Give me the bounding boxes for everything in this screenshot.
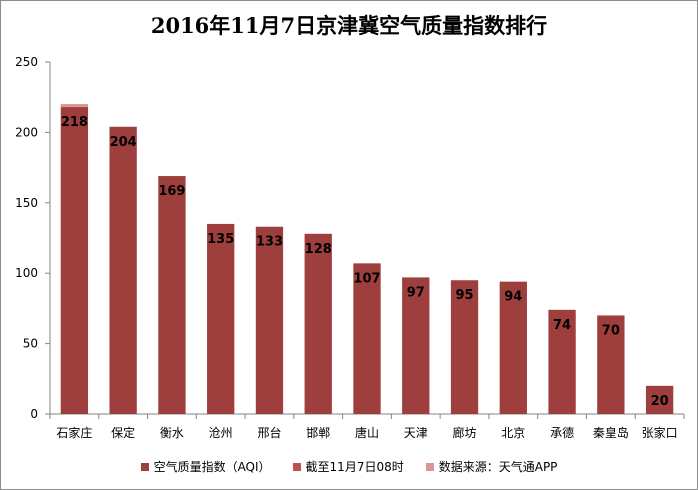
labels: 218 石家庄 204 保定 169 衡水 135 沧州 133 邢台 128 邯郸 107 唐山 97 天津… bbox=[56, 115, 677, 440]
category-label: 石家庄 bbox=[56, 425, 92, 440]
legend-item: 空气质量指数（AQI） bbox=[140, 458, 271, 475]
bar bbox=[304, 233, 332, 414]
category-label: 沧州 bbox=[209, 425, 233, 440]
legend-swatch bbox=[425, 462, 434, 471]
y-tick-label: 150 bbox=[15, 196, 38, 210]
data-label: 218 bbox=[61, 115, 88, 130]
bar bbox=[207, 223, 235, 414]
bar bbox=[353, 263, 381, 414]
y-tick-label: 0 bbox=[30, 407, 38, 421]
legend-item: 截至11月7日08时 bbox=[292, 458, 404, 475]
data-label: 204 bbox=[110, 135, 137, 150]
legend-label: 数据来源：天气通APP bbox=[438, 460, 558, 474]
data-label: 107 bbox=[353, 271, 380, 286]
category-label: 天津 bbox=[404, 426, 428, 440]
bar bbox=[158, 176, 186, 414]
category-label: 衡水 bbox=[160, 426, 184, 440]
data-label: 95 bbox=[455, 288, 473, 303]
legend-swatch bbox=[140, 462, 149, 471]
data-label: 133 bbox=[256, 235, 283, 250]
bar bbox=[548, 309, 576, 414]
category-label: 秦皇岛 bbox=[593, 425, 629, 440]
data-label: 20 bbox=[651, 394, 669, 409]
bar bbox=[255, 226, 284, 414]
bar bbox=[645, 385, 674, 414]
bar bbox=[450, 280, 479, 414]
bar bbox=[60, 107, 89, 414]
y-tick-label: 200 bbox=[15, 125, 38, 139]
legend: 空气质量指数（AQI） 截至11月7日08时 数据来源：天气通APP bbox=[0, 458, 698, 475]
y-tick-label: 50 bbox=[23, 337, 38, 351]
data-label: 169 bbox=[158, 184, 185, 199]
category-label: 承德 bbox=[550, 425, 574, 440]
data-label: 70 bbox=[602, 323, 620, 338]
category-label: 张家口 bbox=[642, 425, 678, 440]
bar bbox=[499, 281, 527, 414]
category-label: 北京 bbox=[501, 426, 525, 440]
data-label: 94 bbox=[504, 290, 522, 305]
bar bbox=[402, 277, 430, 414]
category-label: 廊坊 bbox=[453, 425, 477, 440]
chart-title: 2016年11月7日京津冀空气质量指数排行 bbox=[150, 13, 548, 38]
category-label: 邯郸 bbox=[306, 425, 330, 440]
y-tick-label: 100 bbox=[15, 266, 38, 280]
bars bbox=[60, 104, 674, 414]
data-label: 128 bbox=[305, 242, 332, 257]
category-label: 邢台 bbox=[257, 425, 281, 440]
legend-swatch bbox=[292, 462, 301, 471]
bar bbox=[597, 315, 625, 414]
data-label: 135 bbox=[207, 232, 234, 247]
y-tick-label: 250 bbox=[15, 55, 38, 69]
data-label: 74 bbox=[553, 318, 571, 333]
legend-item: 数据来源：天气通APP bbox=[425, 458, 558, 475]
category-label: 保定 bbox=[111, 425, 135, 440]
bar-chart: 0 50 100 150 200 250 218 石家庄 204 保定 169 衡水 135 沧州 133… bbox=[15, 55, 685, 440]
bar bbox=[109, 126, 137, 414]
legend-label: 截至11月7日08时 bbox=[305, 460, 404, 474]
bar-top-highlight bbox=[60, 104, 89, 108]
data-label: 97 bbox=[407, 285, 425, 300]
category-label: 唐山 bbox=[355, 425, 379, 440]
legend-label: 空气质量指数（AQI） bbox=[153, 460, 271, 474]
